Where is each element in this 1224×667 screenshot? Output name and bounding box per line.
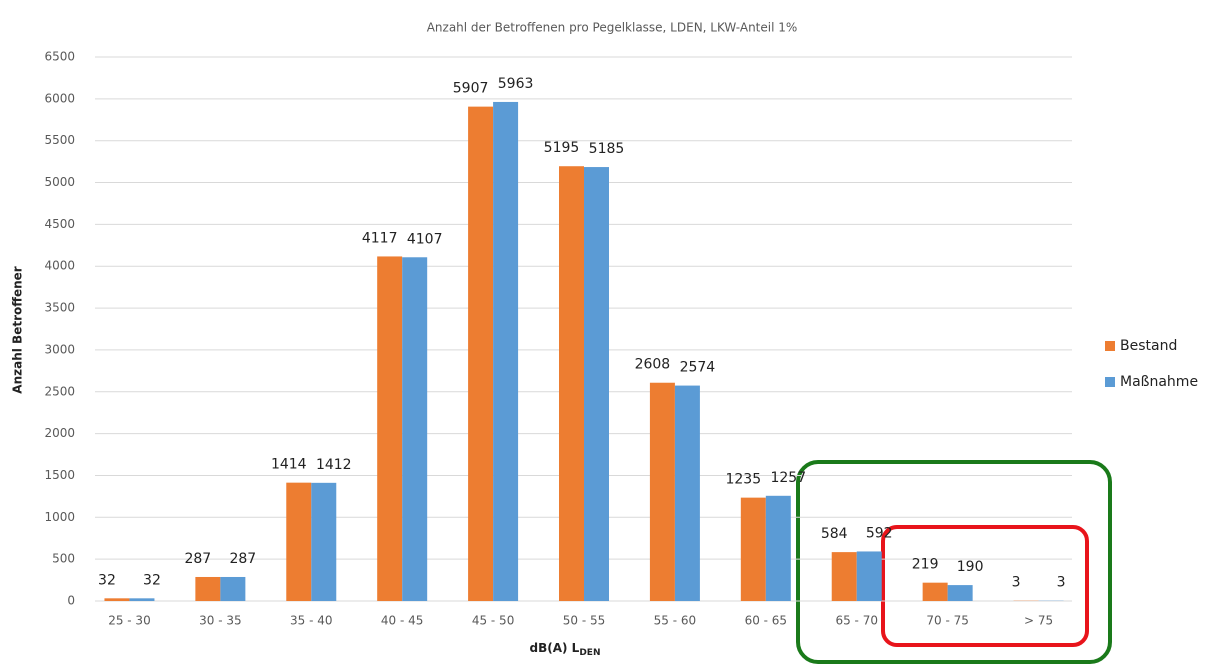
y-axis-label: Anzahl Betroffener <box>11 266 25 393</box>
value-label: 3 <box>1057 575 1066 591</box>
value-label: 219 <box>912 557 939 573</box>
y-tick-label: 0 <box>67 594 75 608</box>
bar <box>765 495 791 601</box>
x-tick-label: 40 - 45 <box>381 614 424 628</box>
x-tick-label: 35 - 40 <box>290 614 333 628</box>
value-label: 32 <box>98 572 116 588</box>
x-tick-label: 55 - 60 <box>654 614 697 628</box>
bar <box>286 482 312 601</box>
value-label: 5907 <box>453 81 489 97</box>
value-label: 2574 <box>680 360 716 376</box>
legend-label: Bestand <box>1120 338 1177 354</box>
value-label: 3 <box>1012 575 1021 591</box>
value-label: 5195 <box>544 140 580 156</box>
bar <box>831 552 857 601</box>
legend-swatch <box>1105 341 1115 351</box>
bar <box>311 482 337 601</box>
value-label: 5963 <box>498 76 534 92</box>
bar <box>584 167 609 601</box>
bar <box>649 382 675 601</box>
y-tick-label: 5000 <box>44 175 75 189</box>
value-label: 584 <box>821 526 848 542</box>
value-label: 592 <box>866 525 893 541</box>
value-label: 287 <box>229 551 256 567</box>
x-tick-label: 65 - 70 <box>835 614 878 628</box>
y-tick-label: 3500 <box>44 301 75 315</box>
x-axis-label-sub: DEN <box>579 648 600 658</box>
y-tick-label: 2000 <box>44 426 75 440</box>
bar <box>740 497 766 601</box>
value-label: 1257 <box>770 470 806 486</box>
x-tick-label: 30 - 35 <box>199 614 242 628</box>
y-tick-label: 6000 <box>44 91 75 105</box>
value-label: 190 <box>957 559 984 575</box>
value-label: 4117 <box>362 230 398 246</box>
bar <box>674 385 700 601</box>
y-tick-label: 500 <box>52 552 75 566</box>
bar <box>195 576 221 601</box>
value-label: 32 <box>143 572 161 588</box>
x-axis-label: dB(A) LDEN <box>530 641 601 658</box>
value-label: 287 <box>184 551 211 567</box>
value-label: 5185 <box>589 141 625 157</box>
x-tick-label: 50 - 55 <box>563 614 606 628</box>
x-axis-label-main: dB(A) L <box>530 641 580 655</box>
bar <box>104 598 130 601</box>
highlight-box-red <box>881 525 1089 647</box>
y-tick-label: 3000 <box>44 342 75 356</box>
value-label: 2608 <box>635 357 671 373</box>
bar <box>947 585 973 601</box>
bar <box>220 576 246 601</box>
legend-label: Maßnahme <box>1120 374 1198 390</box>
bar <box>922 582 948 601</box>
y-tick-label: 1500 <box>44 468 75 482</box>
y-tick-label: 5500 <box>44 133 75 147</box>
value-label: 1412 <box>316 457 352 473</box>
bar <box>559 166 584 602</box>
x-tick-label: > 75 <box>1024 614 1053 628</box>
y-tick-label: 4500 <box>44 217 75 231</box>
value-label: 1414 <box>271 457 307 473</box>
x-tick-label: 25 - 30 <box>108 614 151 628</box>
y-tick-label: 2500 <box>44 384 75 398</box>
legend-swatch <box>1105 377 1115 387</box>
value-label: 4107 <box>407 231 443 247</box>
x-tick-label: 70 - 75 <box>926 614 969 628</box>
y-tick-label: 6500 <box>44 50 75 64</box>
bar <box>402 257 428 601</box>
y-tick-label: 4000 <box>44 259 75 273</box>
bar <box>468 106 494 601</box>
y-tick-label: 1000 <box>44 510 75 524</box>
bar <box>493 101 519 601</box>
x-tick-label: 60 - 65 <box>745 614 788 628</box>
chart-title: Anzahl der Betroffenen pro Pegelklasse, … <box>427 21 798 35</box>
bar <box>129 598 155 601</box>
bar <box>856 551 882 601</box>
x-tick-label: 45 - 50 <box>472 614 515 628</box>
bar <box>377 256 403 601</box>
highlight-box-green <box>796 460 1112 664</box>
value-label: 1235 <box>725 472 761 488</box>
